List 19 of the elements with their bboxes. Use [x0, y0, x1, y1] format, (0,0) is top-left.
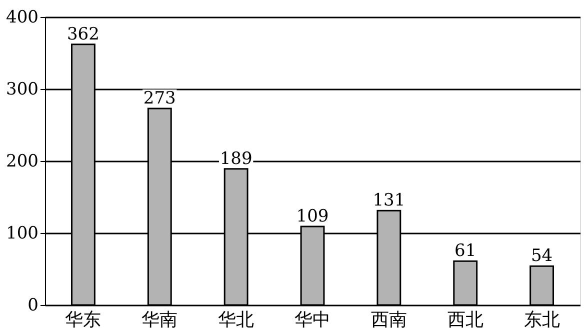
x-tick-label: 华南 [142, 310, 178, 330]
x-tick-label: 西南 [370, 310, 407, 330]
x-tick-label: 华东 [65, 310, 102, 330]
y-tick-label: 200 [6, 152, 38, 172]
data-label: 131 [372, 190, 406, 211]
x-tick-label: 华北 [218, 310, 254, 330]
x-tick-label: 东北 [524, 310, 560, 330]
data-label: 189 [220, 148, 252, 169]
y-tick-label: 0 [28, 296, 38, 316]
data-label: 61 [454, 241, 476, 262]
y-tick-label: 300 [6, 80, 38, 100]
data-label: 273 [143, 88, 176, 108]
data-label: 362 [66, 24, 100, 44]
data-label: 54 [530, 246, 553, 266]
x-tick-label: 西北 [447, 310, 484, 330]
y-tick-label: 400 [6, 8, 38, 28]
x-tick-label: 华中 [294, 310, 330, 330]
data-label: 109 [296, 206, 329, 227]
y-tick-label: 100 [6, 224, 38, 244]
